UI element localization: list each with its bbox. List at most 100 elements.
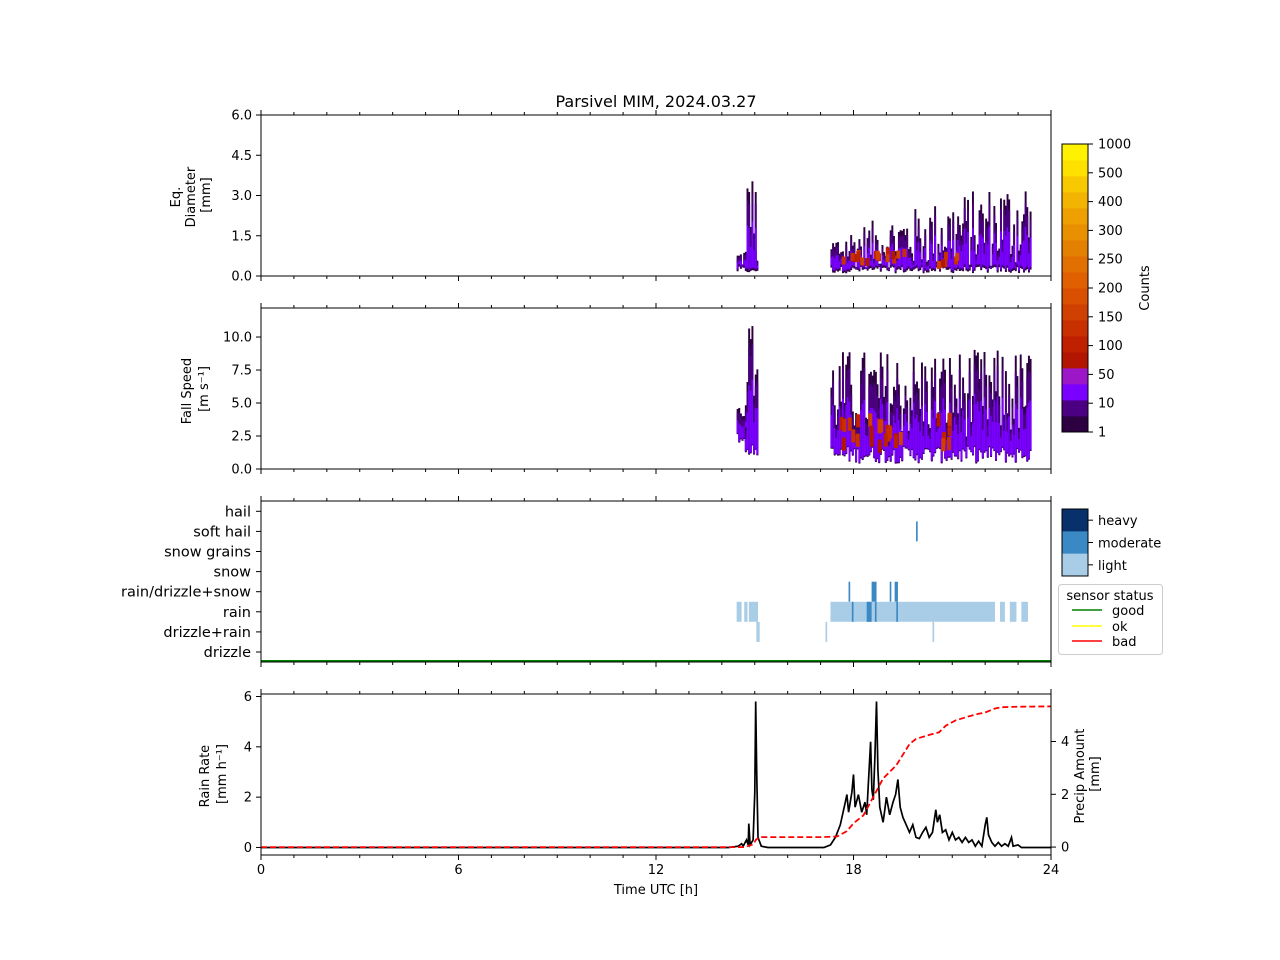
- x-tick-label: 0: [257, 863, 265, 878]
- ptype-bar: [1009, 601, 1017, 622]
- heat-peak: [842, 418, 847, 432]
- heat-cell: [911, 261, 914, 269]
- intensity-label-heavy: heavy: [1098, 514, 1138, 529]
- heat-cell: [868, 247, 871, 267]
- heat-cell: [962, 409, 965, 449]
- heat-cell: [830, 257, 833, 265]
- rain-ylabel-line2: [mm h⁻¹]: [215, 744, 230, 804]
- heat-cell: [902, 248, 905, 270]
- y-tick-label: 4: [244, 740, 252, 755]
- heat-cell: [756, 265, 759, 269]
- heat-cell: [744, 260, 747, 269]
- heat-peak: [955, 252, 960, 261]
- heat-peak: [940, 259, 945, 268]
- heat-cell: [990, 415, 993, 456]
- colorbar-tick-label: 300: [1098, 224, 1123, 239]
- heat-cell: [922, 258, 925, 271]
- heat-cell: [906, 247, 909, 268]
- heat-cell: [868, 410, 871, 455]
- y-tick-label: 2: [244, 791, 252, 806]
- y-tick-label: 7.5: [231, 364, 252, 379]
- heat-cell: [963, 419, 966, 451]
- heat-peak: [868, 413, 873, 427]
- heat-cell: [841, 261, 844, 271]
- speed-ylabel-line2: [m s⁻¹]: [197, 366, 212, 412]
- heat-cell: [973, 393, 976, 446]
- heat-peak: [891, 251, 896, 260]
- heat-cell: [973, 251, 976, 269]
- heat-cell: [960, 432, 963, 461]
- colorbar-tick-label: 400: [1098, 195, 1123, 210]
- speed-y-ticks: 0.0 2.5 5.0 7.5 10.0: [223, 331, 261, 478]
- ptype-bar: [896, 601, 898, 622]
- heat-cell: [911, 428, 914, 449]
- heat-cell: [937, 428, 940, 447]
- heat-peak: [865, 258, 870, 267]
- heat-cell: [934, 235, 937, 269]
- speed-heatmap: [736, 326, 1032, 464]
- heat-cell: [970, 250, 973, 265]
- heat-cell: [736, 420, 739, 433]
- heat-cell: [865, 435, 867, 456]
- ptype-bar: [848, 581, 851, 602]
- speed-x-ticks: [260, 303, 1052, 474]
- colorbar-counts-ticks: 1 10 50 100 150 200 250 300 400 500 1000: [1088, 138, 1131, 441]
- panel-ptype: drizzle drizzle+rain rain rain/drizzle+snow…: [121, 496, 1052, 667]
- heat-cell: [975, 404, 978, 463]
- heat-cell: [952, 430, 955, 452]
- heat-cell: [1006, 227, 1009, 266]
- colorbar-segment: [1062, 320, 1088, 337]
- heat-cell: [967, 417, 970, 446]
- y-tick-label: 4: [1061, 735, 1069, 750]
- heat-peak: [883, 433, 888, 447]
- heat-cell: [1014, 403, 1017, 462]
- y-tick-label: 2.5: [231, 430, 252, 445]
- heat-cell: [1008, 232, 1011, 270]
- colorbar-tick-label: 150: [1098, 310, 1123, 325]
- heat-cell: [873, 409, 876, 457]
- heat-cell: [990, 266, 993, 268]
- heat-cell: [866, 436, 869, 456]
- heat-cell: [891, 427, 894, 455]
- heat-cell: [1016, 235, 1019, 265]
- heat-cell: [901, 247, 904, 265]
- y-tick-label: 6.0: [231, 109, 252, 124]
- heat-peak: [875, 250, 880, 259]
- diameter-ylabel-line2: Diameter: [184, 166, 199, 227]
- heat-cell: [958, 245, 961, 269]
- heat-cell: [907, 257, 910, 267]
- heat-cell: [965, 243, 968, 268]
- ptype-bar: [999, 601, 1005, 622]
- y-tick-label: 1.5: [231, 229, 252, 244]
- heat-cell: [968, 399, 971, 449]
- ptype-bar: [916, 521, 918, 542]
- heat-cell: [753, 422, 756, 454]
- colorbar-tick-label: 200: [1098, 282, 1123, 297]
- heat-cell: [1006, 431, 1009, 453]
- heat-cell: [858, 440, 861, 463]
- heat-cell: [886, 257, 889, 268]
- heat-cell: [968, 267, 971, 269]
- colorbar-tick-label: 250: [1098, 253, 1123, 268]
- heat-cell: [1011, 425, 1014, 457]
- heat-cell: [925, 411, 928, 449]
- heat-cell: [957, 434, 960, 458]
- rain-ylabel: Rain Rate [mm h⁻¹]: [198, 741, 230, 808]
- legend-good-label: good: [1112, 604, 1144, 619]
- heat-cell: [848, 401, 851, 461]
- heat-cell: [963, 228, 966, 265]
- heat-cell: [922, 436, 925, 453]
- heat-cell: [748, 385, 751, 454]
- colorbar-counts: 1 10 50 100 150 200 250 300 400 500 1000 Counts: [1061, 138, 1153, 441]
- heat-cell: [832, 405, 835, 448]
- speed-ylabel-line1: Fall Speed: [180, 358, 195, 424]
- ptype-label-rain: rain: [223, 605, 251, 621]
- diameter-x-ticks: [260, 110, 1052, 281]
- heat-cell: [873, 263, 876, 267]
- heat-cell: [985, 241, 988, 267]
- colorbar-segment: [1062, 144, 1088, 161]
- heat-cell: [753, 250, 756, 268]
- colorbar-intensity-ticks: heavy moderate light: [1088, 514, 1161, 574]
- precip-ylabel-line1: Precip Amount: [1073, 729, 1088, 824]
